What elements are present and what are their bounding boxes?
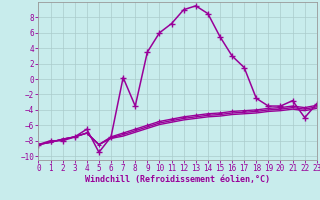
X-axis label: Windchill (Refroidissement éolien,°C): Windchill (Refroidissement éolien,°C) <box>85 175 270 184</box>
